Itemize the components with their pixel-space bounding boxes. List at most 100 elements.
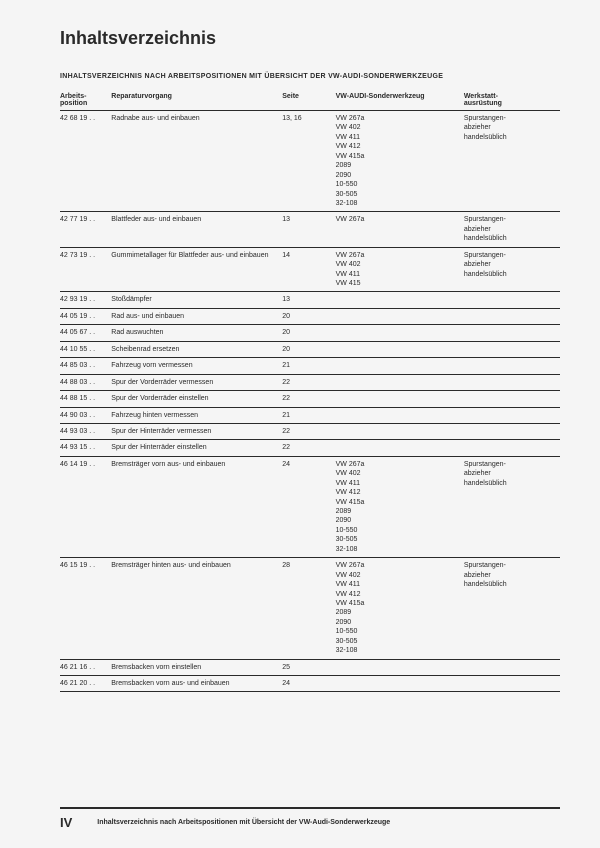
cell-repair: Radnabe aus- und einbauen (111, 111, 282, 212)
toc-table: Arbeits- position Reparaturvorgang Seite… (60, 90, 560, 692)
cell-position: 44 93 15 . . (60, 440, 111, 456)
table-row: 44 85 03 . .Fahrzeug vorn vermessen21 (60, 358, 560, 374)
cell-position: 46 14 19 . . (60, 456, 111, 557)
cell-workshop: Spurstangen- abzieher handelsüblich (464, 212, 560, 247)
table-row: 46 14 19 . .Bremsträger vorn aus- und ei… (60, 456, 560, 557)
cell-repair: Spur der Hinterräder vermessen (111, 423, 282, 439)
cell-workshop: Spurstangen- abzieher handelsüblich (464, 558, 560, 659)
table-row: 42 77 19 . .Blattfeder aus- und einbauen… (60, 212, 560, 247)
cell-workshop (464, 659, 560, 675)
cell-position: 46 21 20 . . (60, 676, 111, 692)
cell-tool (336, 440, 464, 456)
cell-workshop (464, 325, 560, 341)
table-header-row: Arbeits- position Reparaturvorgang Seite… (60, 90, 560, 111)
cell-position: 44 88 15 . . (60, 391, 111, 407)
cell-tool: VW 267a (336, 212, 464, 247)
cell-page: 22 (282, 440, 335, 456)
cell-tool: VW 267a VW 402 VW 411 VW 415 (336, 247, 464, 292)
cell-page: 22 (282, 374, 335, 390)
cell-position: 44 10 55 . . (60, 341, 111, 357)
col-header-tool: VW-AUDI-Sonderwerkzeug (336, 90, 464, 111)
cell-workshop (464, 391, 560, 407)
cell-repair: Rad aus- und einbauen (111, 308, 282, 324)
cell-page: 25 (282, 659, 335, 675)
cell-tool (336, 423, 464, 439)
cell-repair: Bremsträger vorn aus- und einbauen (111, 456, 282, 557)
cell-page: 13, 16 (282, 111, 335, 212)
cell-workshop (464, 308, 560, 324)
table-row: 44 93 15 . .Spur der Hinterräder einstel… (60, 440, 560, 456)
cell-position: 42 68 19 . . (60, 111, 111, 212)
col-header-page: Seite (282, 90, 335, 111)
cell-repair: Rad auswuchten (111, 325, 282, 341)
cell-position: 46 15 19 . . (60, 558, 111, 659)
cell-tool (336, 308, 464, 324)
cell-repair: Spur der Vorderräder einstellen (111, 391, 282, 407)
cell-tool (336, 659, 464, 675)
cell-position: 44 93 03 . . (60, 423, 111, 439)
cell-page: 28 (282, 558, 335, 659)
cell-repair: Spur der Vorderräder vermessen (111, 374, 282, 390)
cell-workshop (464, 292, 560, 308)
cell-page: 22 (282, 391, 335, 407)
cell-tool (336, 358, 464, 374)
cell-workshop (464, 423, 560, 439)
cell-tool (336, 325, 464, 341)
cell-repair: Stoßdämpfer (111, 292, 282, 308)
cell-tool (336, 676, 464, 692)
cell-repair: Gummimetallager für Blattfeder aus- und … (111, 247, 282, 292)
table-row: 42 73 19 . .Gummimetallager für Blattfed… (60, 247, 560, 292)
col-header-repair: Reparaturvorgang (111, 90, 282, 111)
table-row: 44 93 03 . .Spur der Hinterräder vermess… (60, 423, 560, 439)
cell-tool: VW 267a VW 402 VW 411 VW 412 VW 415a 208… (336, 558, 464, 659)
cell-tool (336, 407, 464, 423)
cell-position: 42 77 19 . . (60, 212, 111, 247)
table-row: 44 88 15 . .Spur der Vorderräder einstel… (60, 391, 560, 407)
cell-tool: VW 267a VW 402 VW 411 VW 412 VW 415a 208… (336, 456, 464, 557)
table-row: 42 68 19 . .Radnabe aus- und einbauen13,… (60, 111, 560, 212)
table-row: 44 05 67 . .Rad auswuchten20 (60, 325, 560, 341)
col-header-workshop: Werkstatt- ausrüstung (464, 90, 560, 111)
cell-page: 20 (282, 341, 335, 357)
cell-workshop: Spurstangen- abzieher handelsüblich (464, 247, 560, 292)
cell-page: 21 (282, 358, 335, 374)
cell-position: 42 73 19 . . (60, 247, 111, 292)
cell-page: 14 (282, 247, 335, 292)
cell-workshop: Spurstangen- abzieher handelsüblich (464, 111, 560, 212)
cell-workshop (464, 358, 560, 374)
cell-repair: Scheibenrad ersetzen (111, 341, 282, 357)
cell-page: 24 (282, 456, 335, 557)
table-row: 46 15 19 . .Bremsträger hinten aus- und … (60, 558, 560, 659)
table-row: 42 93 19 . .Stoßdämpfer13 (60, 292, 560, 308)
cell-position: 44 90 03 . . (60, 407, 111, 423)
cell-position: 46 21 16 . . (60, 659, 111, 675)
cell-tool (336, 391, 464, 407)
cell-position: 44 05 67 . . (60, 325, 111, 341)
cell-tool (336, 292, 464, 308)
footer-text: Inhaltsverzeichnis nach Arbeitspositione… (97, 815, 390, 830)
cell-repair: Bremsträger hinten aus- und einbauen (111, 558, 282, 659)
cell-position: 42 93 19 . . (60, 292, 111, 308)
page-footer: IV Inhaltsverzeichnis nach Arbeitspositi… (60, 807, 560, 830)
cell-workshop (464, 407, 560, 423)
cell-repair: Fahrzeug hinten vermessen (111, 407, 282, 423)
cell-page: 20 (282, 325, 335, 341)
cell-page: 13 (282, 212, 335, 247)
cell-workshop: Spurstangen- abzieher handelsüblich (464, 456, 560, 557)
table-row: 44 10 55 . .Scheibenrad ersetzen20 (60, 341, 560, 357)
cell-page: 24 (282, 676, 335, 692)
page-subtitle: INHALTSVERZEICHNIS NACH ARBEITSPOSITIONE… (60, 73, 560, 80)
cell-page: 21 (282, 407, 335, 423)
cell-page: 20 (282, 308, 335, 324)
cell-repair: Spur der Hinterräder einstellen (111, 440, 282, 456)
cell-tool: VW 267a VW 402 VW 411 VW 412 VW 415a 208… (336, 111, 464, 212)
col-header-position: Arbeits- position (60, 90, 111, 111)
page-title: Inhaltsverzeichnis (60, 28, 560, 49)
cell-workshop (464, 374, 560, 390)
cell-repair: Blattfeder aus- und einbauen (111, 212, 282, 247)
table-body: 42 68 19 . .Radnabe aus- und einbauen13,… (60, 111, 560, 692)
table-row: 46 21 20 . .Bremsbacken vorn aus- und ei… (60, 676, 560, 692)
cell-page: 13 (282, 292, 335, 308)
cell-repair: Bremsbacken vorn aus- und einbauen (111, 676, 282, 692)
cell-workshop (464, 440, 560, 456)
